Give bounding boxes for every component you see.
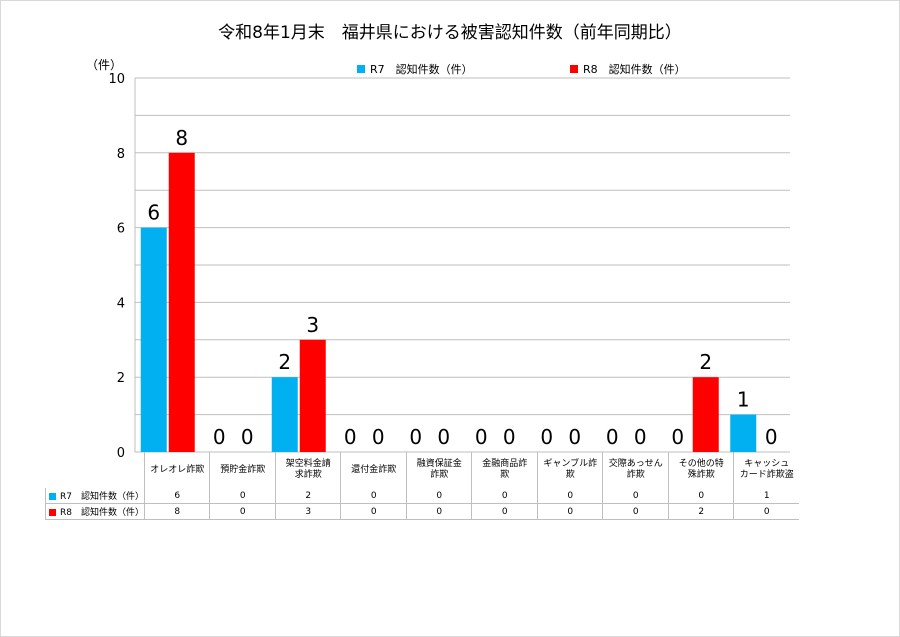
data-table: オレオレ詐欺 預貯金詐欺 架空料金請 求詐欺 還付金詐欺 融資保証金 詐欺 金融商品詐欺ギャン…	[45, 452, 799, 520]
category-label-line: 求詐欺	[294, 470, 322, 480]
table-cell-value: 0	[536, 488, 603, 504]
bar-value-label: 0	[241, 425, 254, 449]
table-header-row: オレオレ詐欺 預貯金詐欺 架空料金請 求詐欺 還付金詐欺 融資保証金 詐欺 金融商品詐欺ギャン…	[46, 452, 799, 488]
bar-r8	[692, 377, 719, 452]
bar-value-label: 0	[606, 425, 619, 449]
category-label-line: 融資保証金	[416, 459, 462, 469]
legend-item-r8: R8 認知件数（件）	[570, 61, 686, 77]
bar-r7	[140, 227, 167, 452]
bar-value-label: 0	[213, 425, 226, 449]
legend-item-r7: R7 認知件数（件）	[357, 61, 473, 77]
table-series-swatch	[49, 493, 56, 500]
bar-r8	[168, 152, 195, 453]
y-tick-label: 4	[117, 296, 125, 311]
category-label-line: 金融商品詐	[482, 459, 528, 469]
bar-value-label: 6	[147, 201, 160, 225]
bar-r7	[271, 377, 298, 452]
table-cell-value: 8	[143, 503, 210, 520]
table-cell-value: 0	[405, 488, 472, 504]
category-label-line: 欺	[500, 470, 510, 480]
table-cell-value: 0	[471, 503, 538, 520]
y-axis-unit-label: （件）	[86, 58, 123, 72]
category-label-line: カード詐欺盗	[739, 470, 794, 480]
category-label: 交際あっせん 詐欺	[602, 452, 669, 488]
bar-value-label: 0	[540, 425, 553, 449]
table-cell-value: 0	[602, 503, 669, 520]
table-cell-value: 0	[209, 488, 276, 504]
bar-value-label: 0	[634, 425, 647, 449]
bar-value-label: 0	[671, 425, 684, 449]
bar-r8	[299, 339, 326, 452]
legend-label-r7: R7 認知件数（件）	[370, 63, 473, 76]
chart-title: 令和8年1月末 福井県における被害認知件数（前年同期比）	[218, 23, 682, 43]
category-label-line: 交際あっせん	[608, 459, 663, 469]
table-series-label: R7 認知件数（件）	[45, 488, 145, 504]
legend-swatch-r8	[570, 65, 578, 73]
table-cell-value: 6	[143, 488, 210, 504]
bar-value-label: 3	[306, 313, 319, 337]
category-label-line: キャッシュ	[744, 459, 790, 469]
y-tick-label: 10	[108, 72, 125, 87]
table-series-swatch	[49, 509, 56, 516]
table-cell-value: 0	[471, 488, 538, 504]
bar-value-label: 2	[699, 350, 712, 374]
table-cell-value: 2	[667, 503, 734, 520]
bar-value-label: 0	[475, 425, 488, 449]
category-label: 還付金詐欺	[340, 452, 407, 488]
y-tick-label: 2	[117, 371, 125, 386]
category-label: 架空料金請 求詐欺	[274, 452, 341, 488]
table-row: R7 認知件数（件） 6 0 2 0 0 0 0 0 0 1	[45, 488, 799, 504]
table-cell-value: 0	[536, 503, 603, 520]
table-cell-value: 0	[405, 503, 472, 520]
category-label-line: 還付金詐欺	[351, 464, 397, 475]
category-label-line: 架空料金請	[285, 459, 331, 469]
category-label-line: 欺	[565, 470, 575, 480]
table-series-name: R7 認知件数（件）	[60, 492, 144, 502]
legend-swatch-r7	[357, 65, 365, 73]
category-label: 預貯金詐欺	[209, 452, 276, 488]
bar-value-label: 8	[175, 126, 188, 150]
category-label: キャッシュ カード詐欺盗	[733, 452, 799, 488]
bar-value-label: 0	[437, 425, 450, 449]
table-cell-value: 0	[667, 488, 734, 504]
y-tick-label: 8	[117, 147, 125, 162]
category-label-line: 殊詐欺	[687, 470, 715, 480]
bar-value-label: 0	[372, 425, 385, 449]
category-label: オレオレ詐欺	[143, 452, 210, 488]
bar-value-label: 0	[568, 425, 581, 449]
y-tick-label: 6	[117, 222, 125, 237]
table-cell-value: 0	[209, 503, 276, 520]
bar-value-label: 0	[765, 425, 778, 449]
bar-value-label: 2	[278, 350, 291, 374]
category-label-line: 預貯金詐欺	[220, 464, 266, 475]
table-cell-value: 0	[733, 503, 799, 520]
bar-r7	[730, 414, 757, 452]
legend-label-r8: R8 認知件数（件）	[583, 63, 686, 76]
category-label-line: その他の特	[678, 459, 724, 469]
category-label-line: 詐欺	[430, 470, 449, 480]
category-label-line: オレオレ詐欺	[150, 464, 205, 475]
table-cell-value: 3	[274, 503, 341, 520]
bar-value-label: 0	[344, 425, 357, 449]
bar-value-label: 0	[409, 425, 422, 449]
bar-value-label: 1	[737, 388, 750, 412]
y-tick-label: 0	[117, 446, 125, 461]
table-cell-value: 2	[274, 488, 341, 504]
bar-value-label: 0	[503, 425, 516, 449]
category-label: 融資保証金 詐欺	[405, 452, 472, 488]
table-cell-value: 1	[733, 488, 799, 504]
table-cell-value: 0	[340, 503, 407, 520]
category-label-line: 詐欺	[626, 470, 645, 480]
table-cell-value: 0	[602, 488, 669, 504]
table-cell-value: 0	[340, 488, 407, 504]
table-row: R8 認知件数（件） 8 0 3 0 0 0 0 0 2 0	[45, 503, 799, 520]
category-label: その他の特 殊詐欺	[667, 452, 734, 488]
table-corner-cell	[46, 452, 145, 488]
table-series-label: R8 認知件数（件）	[45, 503, 145, 520]
category-label: 金融商品詐欺	[471, 452, 538, 488]
category-label: ギャンブル詐欺	[536, 452, 603, 488]
table-series-name: R8 認知件数（件）	[60, 508, 144, 518]
category-label-line: ギャンブル詐	[543, 459, 598, 469]
